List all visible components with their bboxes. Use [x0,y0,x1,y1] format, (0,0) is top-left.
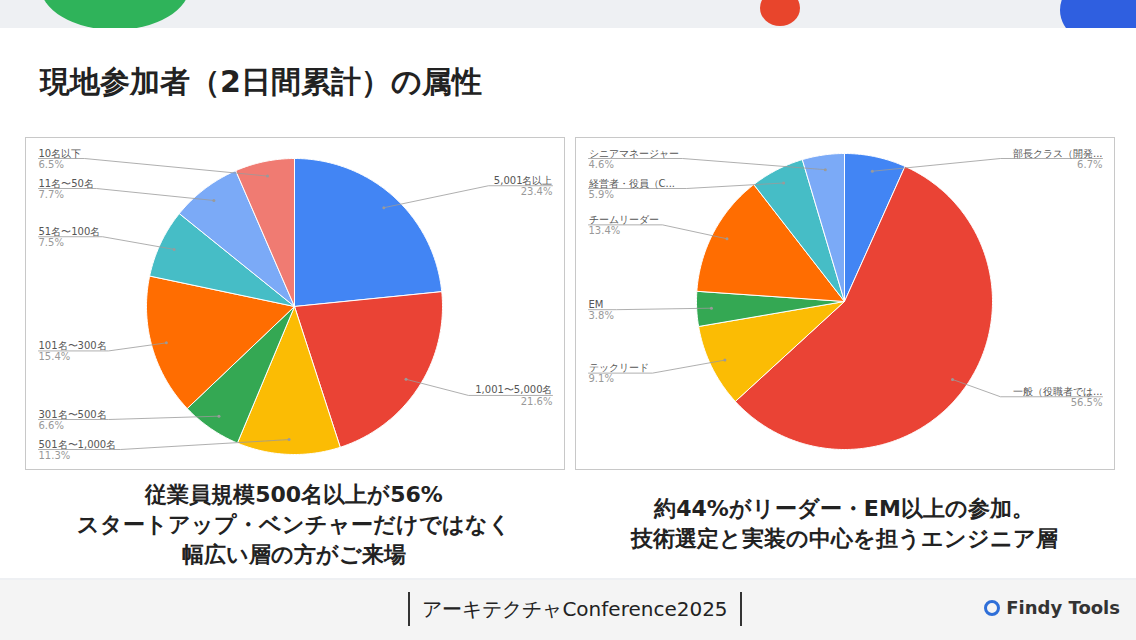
svg-text:一般（役職者では...: 一般（役職者では... [1013,386,1103,397]
svg-text:シニアマネージャー: シニアマネージャー [589,148,679,159]
html-text:技術選定と実装の中心を担うエンジニア層: 技術選定と実装の中心を担うエンジニア層 [630,526,1058,551]
svg-text:テックリード: テックリード [589,362,649,373]
svg-text:23.4%: 23.4% [521,186,553,197]
html-text:幅広い層の方がご来場: 幅広い層の方がご来場 [182,542,406,567]
svg-text:13.4%: 13.4% [589,225,621,236]
svg-text:6.5%: 6.5% [39,159,64,170]
html-text:スタートアップ・ベンチャーだけではなく: スタートアップ・ベンチャーだけではなく [77,512,511,537]
html-text:現地参加者（2日間累計）の属性: 現地参加者（2日間累計）の属性 [40,64,482,99]
svg-text:5,001名以上: 5,001名以上 [494,175,553,186]
html-text:約44%がリーダー・EM以上の参加。: 約44%がリーダー・EM以上の参加。 [654,496,1034,521]
svg-text:EM: EM [589,299,604,310]
svg-text:部長クラス（開発...: 部長クラス（開発... [1013,148,1103,159]
html-text:従業員規模500名以上が56%: 従業員規模500名以上が56% [145,482,443,507]
svg-text:チームリーダー: チームリーダー [589,214,659,225]
svg-text:11.3%: 11.3% [39,450,71,461]
svg-text:10名以下: 10名以下 [39,148,82,159]
html-text:アーキテクチャConference2025: アーキテクチャConference2025 [422,597,728,621]
svg-text:6.6%: 6.6% [39,420,64,431]
svg-text:11名〜50名: 11名〜50名 [39,178,94,189]
svg-text:21.6%: 21.6% [521,396,553,407]
svg-text:56.5%: 56.5% [1071,397,1103,408]
svg-text:7.5%: 7.5% [39,237,64,248]
svg-text:3.8%: 3.8% [589,310,614,321]
svg-text:7.7%: 7.7% [39,189,64,200]
svg-text:301名〜500名: 301名〜500名 [39,409,107,420]
svg-text:501名〜1,000名: 501名〜1,000名 [39,439,117,450]
svg-text:4.6%: 4.6% [589,159,614,170]
svg-text:経営者・役員（C...: 経営者・役員（C... [588,178,676,189]
svg-text:15.4%: 15.4% [39,351,71,362]
svg-text:101名〜300名: 101名〜300名 [39,340,107,351]
svg-text:51名〜100名: 51名〜100名 [39,226,101,237]
svg-text:6.7%: 6.7% [1077,159,1102,170]
svg-text:9.1%: 9.1% [589,373,614,384]
svg-text:5.9%: 5.9% [589,189,614,200]
html-text:Findy Tools: Findy Tools [1006,597,1120,618]
svg-text:1,001〜5,000名: 1,001〜5,000名 [475,384,552,395]
